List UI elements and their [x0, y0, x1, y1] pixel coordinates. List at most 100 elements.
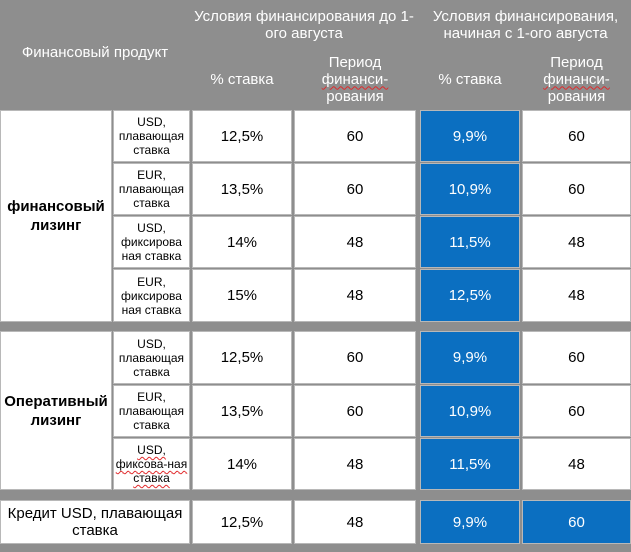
period-after-value: 60	[568, 180, 585, 198]
rate-after-cell: 10,9%	[420, 385, 520, 437]
header-rate-after-label: % ставка	[438, 70, 502, 88]
header-before-label: Условия финансирования до 1-ого августа	[194, 8, 414, 42]
currency-cell: EUR, фиксирова ная ставка	[113, 269, 190, 322]
period-after-cell: 60	[522, 110, 631, 162]
rate-before-cell: 13,5%	[192, 163, 292, 215]
product-financial-leasing-label: финансовый лизинг	[7, 198, 105, 234]
rate-before-cell: 12,5%	[192, 110, 292, 162]
rate-before-cell: 12,5%	[192, 500, 292, 544]
rate-after-value: 12,5%	[448, 287, 492, 304]
period-before-value: 48	[346, 287, 364, 304]
period-after-value: 60	[568, 402, 585, 420]
currency-label: EUR, плавающая ставка	[118, 390, 185, 432]
currency-cell: USD, плавающая ставка	[113, 110, 190, 162]
rate-before-value: 15%	[226, 287, 258, 304]
period-before-value: 60	[346, 127, 364, 145]
header-before: Условия финансирования до 1-ого августа	[192, 4, 416, 46]
period-after-value: 48	[568, 455, 585, 473]
period-before-cell: 48	[294, 269, 416, 322]
product-operating-leasing-label: Оперативный лизинг	[4, 392, 108, 429]
rate-before-value: 12,5%	[220, 127, 264, 145]
rate-after-cell: 11,5%	[420, 216, 520, 268]
header-period-after-line3: рования	[547, 87, 606, 105]
header-rate-before: % ставка	[192, 50, 292, 108]
rate-after-value: 11,5%	[449, 233, 491, 251]
currency-label: EUR, фиксирова ная ставка	[121, 274, 182, 317]
period-before-value: 48	[346, 455, 364, 473]
rate-after-cell: 9,9%	[420, 110, 520, 162]
period-before-value: 48	[346, 233, 364, 251]
header-period-before: Период финанси- рования	[294, 50, 416, 108]
period-after-value: 48	[568, 287, 585, 304]
currency-label: USD, фиксова-ная ставка	[115, 443, 188, 485]
rate-after-cell: 12,5%	[420, 269, 520, 322]
header-period-before-line1: Период	[328, 53, 382, 71]
rate-before-cell: 14%	[192, 438, 292, 490]
period-after-cell: 48	[522, 269, 631, 322]
period-before-value: 60	[346, 402, 364, 420]
rate-before-value: 12,5%	[220, 513, 264, 531]
header-product: Финансовый продукт	[0, 0, 190, 108]
rate-after-cell: 10,9%	[420, 163, 520, 215]
rate-before-value: 14%	[226, 233, 258, 251]
product-credit-label: Кредит USD, плавающая ставка	[7, 505, 183, 539]
currency-label: USD, плавающая ставка	[118, 115, 185, 157]
header-period-before-line2: финанси-	[321, 70, 389, 88]
currency-cell: USD, фиксирова ная ставка	[113, 216, 190, 268]
rate-after-value: 9,9%	[452, 349, 488, 366]
product-operating-leasing: Оперативный лизинг	[0, 331, 112, 490]
period-after-cell: 60	[522, 500, 631, 544]
currency-label: USD, фиксирова ная ставка	[121, 221, 182, 263]
rate-after-value: 9,9%	[452, 513, 488, 531]
rate-before-value: 13,5%	[220, 402, 264, 420]
header-period-before-line3: рования	[326, 87, 384, 105]
period-before-cell: 48	[294, 500, 416, 544]
period-before-value: 48	[346, 513, 364, 531]
currency-cell: USD, фиксова-ная ставка	[113, 438, 190, 490]
rate-after-cell: 9,9%	[420, 500, 520, 544]
rate-after-cell: 11,5%	[420, 438, 520, 490]
product-credit: Кредит USD, плавающая ставка	[0, 500, 190, 544]
bottom-band	[0, 544, 631, 552]
rate-before-value: 13,5%	[220, 180, 264, 198]
header-product-label: Финансовый продукт	[21, 43, 169, 61]
period-after-cell: 48	[522, 438, 631, 490]
rate-before-value: 12,5%	[220, 349, 264, 366]
period-before-value: 60	[346, 349, 364, 366]
period-before-value: 60	[346, 180, 364, 198]
period-before-cell: 48	[294, 216, 416, 268]
period-after-value: 60	[568, 127, 585, 145]
period-before-cell: 48	[294, 438, 416, 490]
group-separator	[0, 490, 631, 500]
header-rate-before-label: % ставка	[210, 70, 274, 88]
header-period-after: Период финанси- рования	[522, 50, 631, 108]
header-period-after-line2: финанси-	[543, 70, 610, 88]
header-rate-after: % ставка	[420, 50, 520, 108]
rate-before-cell: 13,5%	[192, 385, 292, 437]
period-after-cell: 60	[522, 163, 631, 215]
currency-label: EUR, плавающая ставка	[118, 168, 185, 210]
rate-after-value: 11,5%	[449, 455, 491, 473]
period-before-cell: 60	[294, 110, 416, 162]
group-separator	[0, 322, 631, 331]
period-before-cell: 60	[294, 385, 416, 437]
currency-label: USD, плавающая ставка	[118, 336, 185, 379]
rate-after-cell: 9,9%	[420, 331, 520, 384]
period-before-cell: 60	[294, 163, 416, 215]
period-after-value: 48	[568, 233, 585, 251]
currency-cell: EUR, плавающая ставка	[113, 385, 190, 437]
header-after: Условия финансирования, начиная с 1-ого …	[420, 4, 631, 46]
rate-before-value: 14%	[226, 455, 258, 473]
period-after-value: 60	[568, 513, 585, 531]
period-after-cell: 48	[522, 216, 631, 268]
header-period-after-line1: Период	[550, 53, 603, 71]
rate-before-cell: 14%	[192, 216, 292, 268]
header-after-label: Условия финансирования, начиная с 1-ого …	[432, 8, 619, 42]
rate-before-cell: 12,5%	[192, 331, 292, 384]
period-after-cell: 60	[522, 331, 631, 384]
rate-after-value: 10,9%	[448, 180, 492, 198]
rate-after-value: 9,9%	[452, 127, 488, 145]
period-after-value: 60	[568, 349, 585, 366]
product-financial-leasing: финансовый лизинг	[0, 110, 112, 322]
